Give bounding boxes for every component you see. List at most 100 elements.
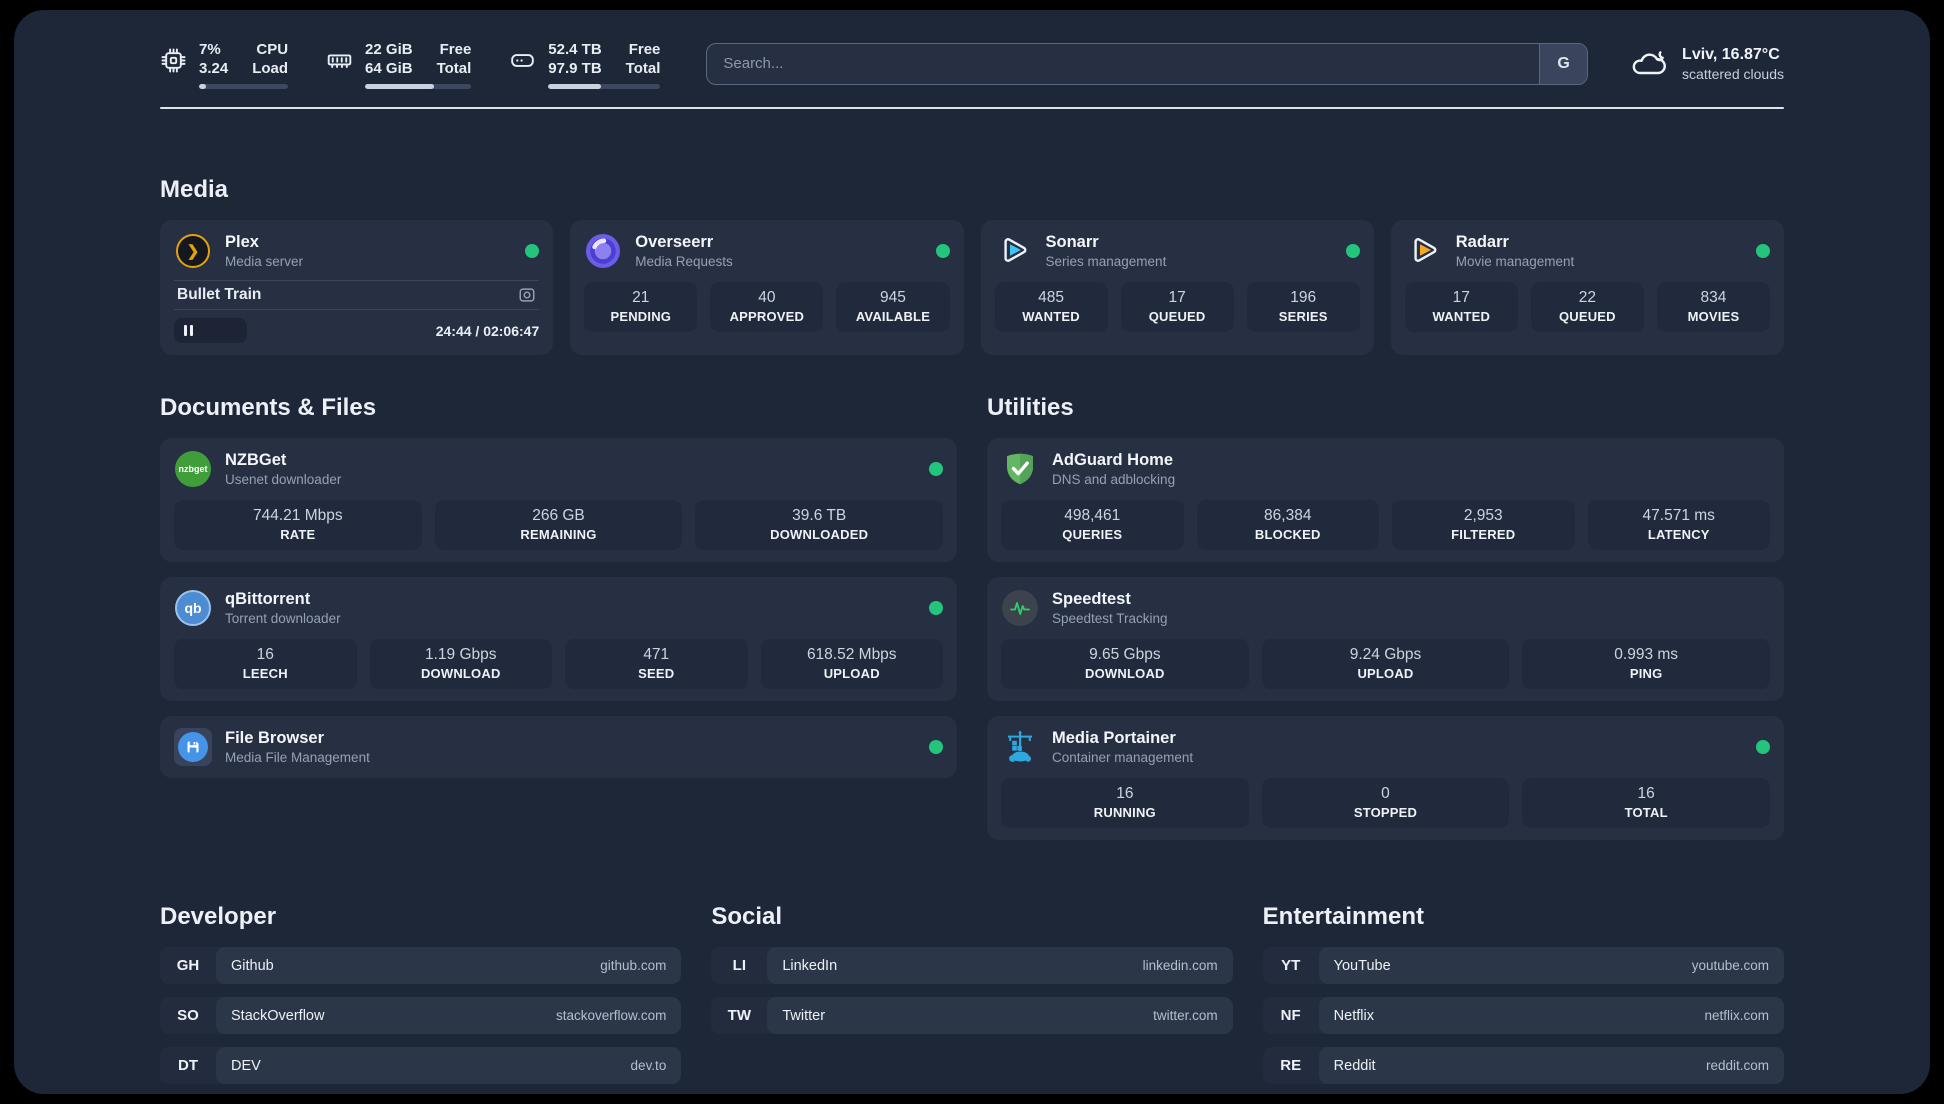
- app-stats: 17 WANTED 22 QUEUED 834 MOVIES: [1404, 282, 1770, 332]
- stat-label: QUEUED: [1148, 309, 1206, 324]
- bookmark-item-re[interactable]: RE Reddit reddit.com: [1262, 1047, 1784, 1084]
- bookmark-section-title: Developer: [160, 903, 277, 930]
- metric-progress-bar: [365, 84, 472, 89]
- nzbget-icon: nzbget: [174, 450, 212, 488]
- stat-label: LATENCY: [1647, 527, 1710, 542]
- stat-value: 485: [1038, 289, 1064, 306]
- app-stat: 16 RUNNING: [1001, 778, 1249, 828]
- cloud-icon: [1630, 49, 1668, 79]
- status-dot: [1756, 740, 1770, 754]
- speedtest-card[interactable]: Speedtest Speedtest Tracking 9.65 Gbps D…: [987, 577, 1784, 701]
- stat-value: 16: [1637, 785, 1655, 802]
- status-dot: [1756, 244, 1770, 258]
- app-description: Media server: [225, 254, 304, 269]
- middle-columns: Documents & Files nzbget NZBGet Usenet d…: [160, 393, 1784, 840]
- stat-value: 2,953: [1463, 507, 1503, 524]
- metric-value-1: 22 GiB: [365, 41, 413, 58]
- bookmark-url: twitter.com: [1153, 1008, 1218, 1023]
- plex-icon: ❯: [174, 232, 212, 270]
- stat-label: DOWNLOADED: [770, 527, 869, 542]
- bookmark-abbr: SO: [177, 1007, 199, 1024]
- bookmark-url: netflix.com: [1704, 1008, 1769, 1023]
- stat-value: 16: [1116, 785, 1134, 802]
- qbittorrent-card[interactable]: qb qBittorrent Torrent downloader 16 LEE…: [160, 577, 957, 701]
- cpu-icon: [160, 42, 187, 89]
- app-stats: 744.21 Mbps RATE 266 GB REMAINING 39.6 T…: [174, 500, 943, 550]
- app-stats: 498,461 QUERIES 86,384 BLOCKED 2,953 FIL…: [1001, 500, 1770, 550]
- radarr-card[interactable]: Radarr Movie management 17 WANTED 22 QUE…: [1390, 220, 1784, 355]
- sonarr-card[interactable]: Sonarr Series management 485 WANTED 17 Q…: [980, 220, 1374, 355]
- bookmark-item-yt[interactable]: YT YouTube youtube.com: [1262, 947, 1784, 984]
- bookmark-abbr: DT: [178, 1057, 198, 1074]
- bookmark-url: reddit.com: [1705, 1058, 1769, 1073]
- search-bar: G: [706, 42, 1589, 85]
- stat-label: QUEUED: [1558, 309, 1616, 324]
- stat-label: REMAINING: [520, 527, 597, 542]
- bookmark-abbr: TW: [727, 1007, 751, 1024]
- overseerr-card[interactable]: Overseerr Media Requests 21 PENDING 40 A…: [570, 220, 964, 355]
- stat-label: RUNNING: [1093, 805, 1156, 820]
- search-input[interactable]: [707, 55, 1540, 72]
- bookmark-url: stackoverflow.com: [556, 1008, 667, 1023]
- bookmark-item-gh[interactable]: GH Github github.com: [160, 947, 682, 984]
- stat-label: DOWNLOAD: [420, 666, 501, 681]
- weather-condition: scattered clouds: [1682, 65, 1784, 82]
- stat-label: MOVIES: [1687, 309, 1740, 324]
- radarr-icon: [1405, 232, 1443, 270]
- app-stat: 1.19 Gbps DOWNLOAD: [369, 639, 552, 689]
- stat-value: 498,461: [1064, 507, 1121, 524]
- metric-label-2: Load: [252, 60, 289, 77]
- stat-label: BLOCKED: [1254, 527, 1321, 542]
- bookmark-abbr: YT: [1281, 957, 1301, 974]
- app-stats: 485 WANTED 17 QUEUED 196 SERIES: [994, 282, 1360, 332]
- weather-location: Lviv, 16.87°C: [1682, 45, 1780, 63]
- portainer-card[interactable]: Media Portainer Container management 16 …: [987, 716, 1784, 840]
- system-metrics: 7% 3.24 CPU Load 22 GiB 64 GiB Free T: [160, 42, 698, 89]
- plex-card[interactable]: ❯ Plex Media server Bullet Train 24:44 /…: [160, 220, 554, 355]
- bookmark-url: dev.to: [630, 1058, 667, 1073]
- memory-icon: [326, 42, 353, 89]
- filebrowser-card[interactable]: File Browser Media File Management: [160, 716, 957, 778]
- video-icon: [518, 286, 536, 304]
- adguard-card[interactable]: AdGuard Home DNS and adblocking 498,461 …: [987, 438, 1784, 562]
- bookmark-item-nf[interactable]: NF Netflix netflix.com: [1262, 997, 1784, 1034]
- bookmark-name: StackOverflow: [231, 1007, 325, 1024]
- pause-button[interactable]: [174, 318, 248, 343]
- bookmark-list: GH Github github.com SO StackOverflow st…: [160, 947, 682, 1084]
- playback-time: 24:44 / 02:06:47: [435, 322, 540, 339]
- bookmark-abbr: NF: [1280, 1007, 1301, 1024]
- weather-widget[interactable]: Lviv, 16.87°C scattered clouds: [1630, 45, 1784, 83]
- documents-column: Documents & Files nzbget NZBGet Usenet d…: [160, 393, 957, 840]
- stat-label: STOPPED: [1353, 805, 1418, 820]
- app-name: NZBGet: [225, 451, 287, 469]
- section-title-media: Media: [160, 176, 229, 203]
- metric-label-2: Total: [625, 60, 661, 77]
- app-stat: 266 GB REMAINING: [434, 500, 683, 550]
- utilities-app-list: AdGuard Home DNS and adblocking 498,461 …: [987, 438, 1784, 840]
- stat-label: AVAILABLE: [855, 309, 931, 324]
- stat-label: WANTED: [1432, 309, 1491, 324]
- stat-value: 744.21 Mbps: [253, 507, 343, 524]
- bookmark-item-so[interactable]: SO StackOverflow stackoverflow.com: [160, 997, 682, 1034]
- app-name: Radarr: [1455, 233, 1509, 251]
- bookmark-item-li[interactable]: LI LinkedIn linkedin.com: [711, 947, 1233, 984]
- bookmark-item-dt[interactable]: DT DEV dev.to: [160, 1047, 682, 1084]
- bookmark-item-tw[interactable]: TW Twitter twitter.com: [711, 997, 1233, 1034]
- nzbget-card[interactable]: nzbget NZBGet Usenet downloader 744.21 M…: [160, 438, 957, 562]
- app-name: File Browser: [225, 729, 325, 747]
- bookmark-url: github.com: [600, 958, 667, 973]
- bookmark-section-title: Social: [711, 903, 783, 930]
- app-description: Speedtest Tracking: [1052, 611, 1168, 626]
- bookmark-list: LI LinkedIn linkedin.com TW Twitter twit…: [711, 947, 1233, 1034]
- search-engine-button[interactable]: G: [1539, 43, 1588, 84]
- bookmark-section-entertainment: Entertainment YT YouTube youtube.com NF …: [1262, 902, 1784, 1084]
- bookmark-abbr: RE: [1280, 1057, 1302, 1074]
- disk-icon: [509, 42, 536, 89]
- adguard-icon: [1001, 450, 1039, 488]
- metric-label-1: CPU: [256, 41, 289, 58]
- app-stat: 16 TOTAL: [1522, 778, 1770, 828]
- stat-label: PING: [1629, 666, 1663, 681]
- app-stat: 471 SEED: [565, 639, 748, 689]
- dashboard: 7% 3.24 CPU Load 22 GiB 64 GiB Free T: [14, 10, 1930, 1094]
- status-dot: [929, 462, 943, 476]
